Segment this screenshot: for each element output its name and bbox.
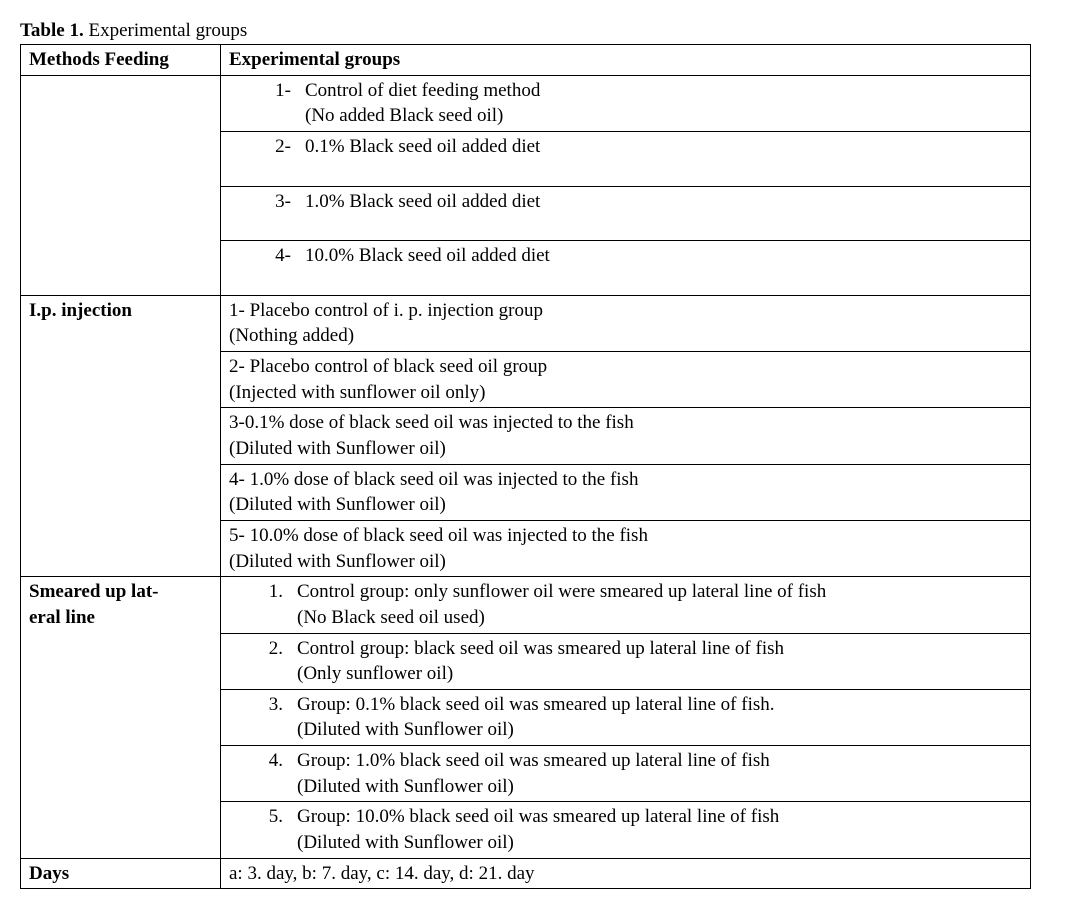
table-caption: Table 1. Experimental groups [20, 20, 1052, 42]
item-subtext: (Diluted with Sunflower oil) [229, 436, 1024, 462]
smear-group-5: 5. Group: 10.0% black seed oil was smear… [221, 802, 1031, 858]
item-text: 2- Placebo control of black seed oil gro… [229, 354, 1024, 380]
table-row: Days a: 3. day, b: 7. day, c: 14. day, d… [21, 858, 1031, 889]
feeding-group-3: 3- 1.0% Black seed oil added diet [221, 186, 1031, 241]
table-header-row: Methods Feeding Experimental groups [21, 45, 1031, 76]
caption-text: Experimental groups [84, 20, 248, 41]
item-text: 1- Placebo control of i. p. injection gr… [229, 298, 1024, 324]
item-subtext: (No added Black seed oil) [229, 103, 1024, 129]
item-text: 5- 10.0% dose of black seed oil was inje… [229, 523, 1024, 549]
item-text: 1.0% Black seed oil added diet [305, 189, 1024, 215]
item-text: 4- 1.0% dose of black seed oil was injec… [229, 467, 1024, 493]
experimental-groups-table: Methods Feeding Experimental groups 1- C… [20, 44, 1031, 889]
item-subtext: (Diluted with Sunflower oil) [229, 717, 1024, 743]
table-row: Smeared up lat-eral line 1. Control grou… [21, 577, 1031, 633]
header-methods: Methods Feeding [21, 45, 221, 76]
item-text: Control of diet feeding method [305, 78, 1024, 104]
smear-group-4: 4. Group: 1.0% black seed oil was smeare… [221, 746, 1031, 802]
item-number: 4. [229, 748, 297, 774]
item-text: 10.0% Black seed oil added diet [305, 243, 1024, 269]
item-subtext: (Nothing added) [229, 323, 1024, 349]
item-number: 5. [229, 804, 297, 830]
header-groups: Experimental groups [221, 45, 1031, 76]
ip-group-2: 2- Placebo control of black seed oil gro… [221, 352, 1031, 408]
item-text: Group: 1.0% black seed oil was smeared u… [297, 748, 1024, 774]
caption-bold: Table 1. [20, 20, 84, 41]
feeding-group-1: 1- Control of diet feeding method (No ad… [221, 75, 1031, 131]
ip-injection-label: I.p. injection [21, 295, 221, 576]
item-subtext: (Diluted with Sunflower oil) [229, 830, 1024, 856]
days-value: a: 3. day, b: 7. day, c: 14. day, d: 21.… [221, 858, 1031, 889]
table-row: I.p. injection 1- Placebo control of i. … [21, 295, 1031, 351]
item-text: Group: 10.0% black seed oil was smeared … [297, 804, 1024, 830]
ip-group-1: 1- Placebo control of i. p. injection gr… [221, 295, 1031, 351]
item-number: 3. [229, 692, 297, 718]
item-text: Group: 0.1% black seed oil was smeared u… [297, 692, 1024, 718]
item-subtext: (Diluted with Sunflower oil) [229, 774, 1024, 800]
ip-group-4: 4- 1.0% dose of black seed oil was injec… [221, 464, 1031, 520]
item-number: 3- [229, 189, 305, 215]
item-text: 3-0.1% dose of black seed oil was inject… [229, 410, 1024, 436]
smear-group-1: 1. Control group: only sunflower oil wer… [221, 577, 1031, 633]
item-subtext: (No Black seed oil used) [229, 605, 1024, 631]
smear-group-2: 2. Control group: black seed oil was sme… [221, 633, 1031, 689]
table-row: 1- Control of diet feeding method (No ad… [21, 75, 1031, 131]
smear-group-3: 3. Group: 0.1% black seed oil was smeare… [221, 689, 1031, 745]
item-subtext: (Only sunflower oil) [229, 661, 1024, 687]
item-subtext: (Injected with sunflower oil only) [229, 380, 1024, 406]
item-number: 2. [229, 636, 297, 662]
item-number: 2- [229, 134, 305, 160]
item-number: 4- [229, 243, 305, 269]
item-text: Control group: only sunflower oil were s… [297, 579, 1024, 605]
days-label: Days [21, 858, 221, 889]
item-number: 1- [229, 78, 305, 104]
smeared-label: Smeared up lat-eral line [21, 577, 221, 858]
item-subtext: (Diluted with Sunflower oil) [229, 492, 1024, 518]
ip-group-3: 3-0.1% dose of black seed oil was inject… [221, 408, 1031, 464]
methods-feeding-cell [21, 75, 221, 295]
ip-group-5: 5- 10.0% dose of black seed oil was inje… [221, 520, 1031, 576]
feeding-group-4: 4- 10.0% Black seed oil added diet [221, 241, 1031, 296]
item-text: Control group: black seed oil was smeare… [297, 636, 1024, 662]
feeding-group-2: 2- 0.1% Black seed oil added diet [221, 131, 1031, 186]
item-text: 0.1% Black seed oil added diet [305, 134, 1024, 160]
item-number: 1. [229, 579, 297, 605]
item-subtext: (Diluted with Sunflower oil) [229, 549, 1024, 575]
